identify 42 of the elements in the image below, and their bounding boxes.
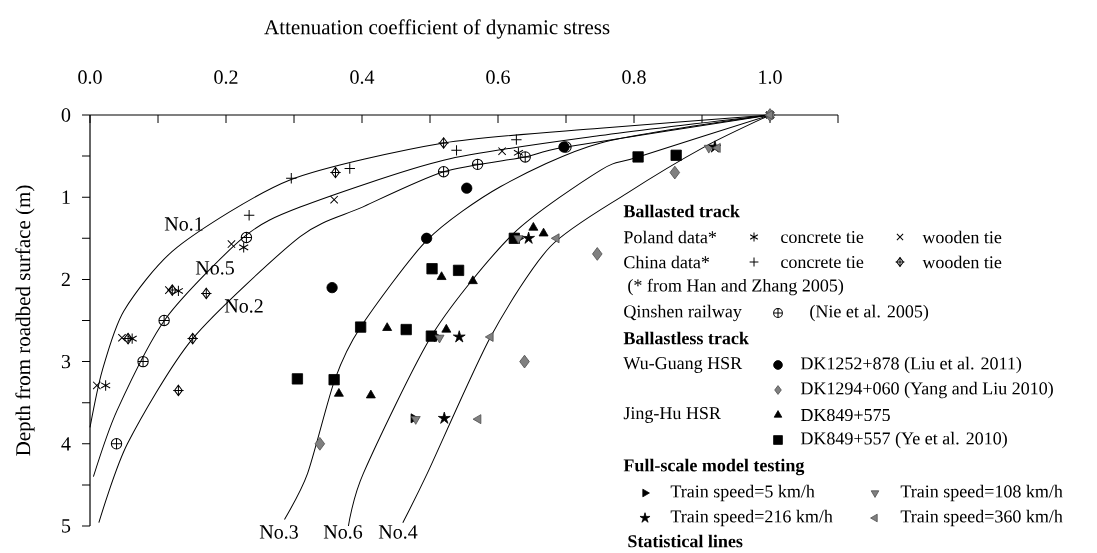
- annotation: China data*: [624, 255, 710, 269]
- annotation: Jing-Hu HSR: [623, 407, 721, 423]
- legend-label: concrete tie: [781, 255, 864, 269]
- legend-label: concrete tie: [781, 230, 864, 244]
- y-tick-label: 1: [62, 190, 70, 204]
- y-axis-title: Depth from roadbed surface (m): [15, 185, 35, 456]
- legend-label: DK1252+878 (Liu et al. 2011): [800, 356, 1022, 374]
- x-tick-label: 0.8: [622, 70, 646, 84]
- legend-label: Train speed=216 km/h: [670, 509, 833, 527]
- annotation: Qinshen railway: [624, 304, 742, 322]
- x-axis-title: Attenuation coefficient of dynamic stress: [264, 19, 610, 39]
- annotation: Ballasted track: [623, 204, 740, 218]
- legend-label: wooden tie: [922, 230, 1002, 244]
- legend-label: Train speed=360 km/h: [900, 509, 1063, 527]
- annotation: Poland data*: [623, 230, 717, 244]
- annotation: Wu-Guang HSR: [623, 357, 743, 373]
- x-tick-label: 0.4: [350, 70, 375, 84]
- y-tick-label: 2: [61, 272, 70, 287]
- series-label: No.2: [224, 299, 263, 313]
- legend-label: DK849+575: [800, 408, 890, 422]
- annotation: Full-scale model testing: [623, 458, 805, 476]
- y-tick-label: 0: [61, 108, 71, 122]
- series-label: No.6: [323, 525, 363, 539]
- series-label: No.4: [378, 525, 418, 539]
- legend-label: Train speed=108 km/h: [900, 484, 1063, 502]
- legend-label: DK1294+060 (Yang and Liu 2010): [800, 381, 1053, 399]
- legend-label: wooden tie: [922, 255, 1002, 269]
- series-label: No.3: [259, 525, 298, 539]
- x-tick-label: 0.2: [214, 70, 238, 84]
- x-tick-label: 1.0: [759, 70, 782, 84]
- x-tick-label: 0.6: [486, 70, 510, 84]
- annotation: (* from Han and Zhang 2005): [628, 278, 844, 296]
- series-label: No.1: [164, 217, 203, 231]
- y-tick-label: 3: [61, 354, 71, 369]
- y-tick-label: 5: [62, 519, 71, 533]
- x-tick-label: 0.0: [78, 70, 102, 84]
- annotation: Ballastless track: [623, 331, 749, 345]
- legend-label: (Nie et al. 2005): [810, 304, 929, 322]
- legend-label: DK849+557 (Ye et al. 2010): [800, 431, 1007, 449]
- legend-label: Train speed=5 km/h: [670, 484, 815, 502]
- text: Statistical lines: [628, 534, 743, 548]
- y-tick-label: 4: [61, 437, 71, 451]
